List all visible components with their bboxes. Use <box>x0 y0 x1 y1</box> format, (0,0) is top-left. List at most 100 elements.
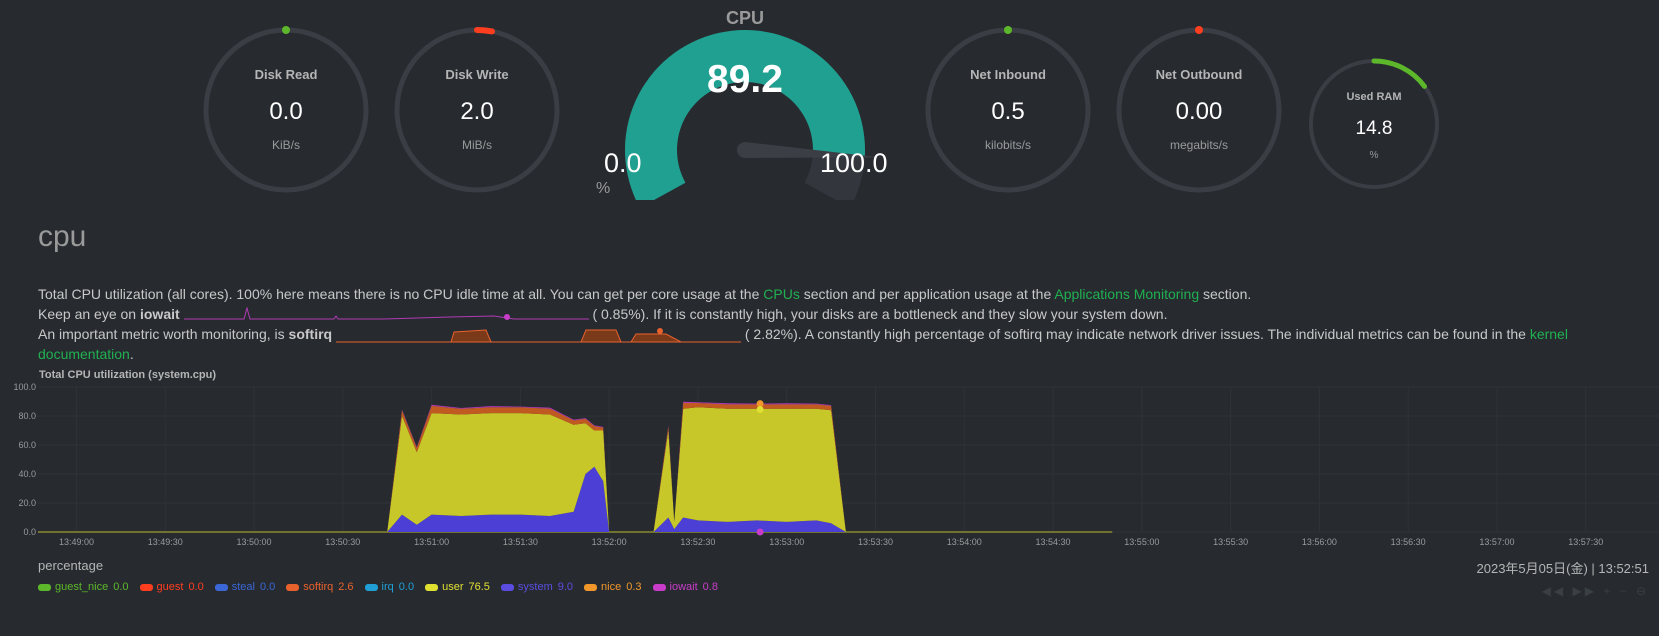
applications-monitoring-link[interactable]: Applications Monitoring <box>1054 286 1200 302</box>
description-text: Keep an eye on <box>38 306 140 322</box>
iowait-sparkline[interactable] <box>183 307 589 323</box>
gauge-unit: % <box>1369 150 1379 161</box>
legend-swatch <box>214 583 228 591</box>
y-tick-label: 80.0 <box>18 411 36 421</box>
legend-item-irq[interactable]: irq 0.0 <box>364 581 415 593</box>
gauge-title: Net Outbound <box>1155 67 1243 82</box>
hover-marker <box>756 400 764 408</box>
x-tick-label: 13:49:00 <box>59 537 94 547</box>
legend-item-user[interactable]: user 76.5 <box>425 581 490 593</box>
legend-value: 0.0 <box>398 581 415 593</box>
gauge-net-inbound: Net Inbound 0.5 kilobits/s <box>922 24 1094 196</box>
gauge-value: 14.8 <box>1355 118 1393 139</box>
gauge-indicator <box>1371 58 1427 89</box>
description-line-1: Total CPU utilization (all cores). 100% … <box>38 286 1251 302</box>
cpu-gauge-title: CPU <box>725 8 764 28</box>
gauge-value: 2.0 <box>460 98 494 125</box>
legend-item-iowait[interactable]: iowait 0.8 <box>652 581 718 593</box>
legend-item-steal[interactable]: steal 0.0 <box>214 581 276 593</box>
x-tick-label: 13:52:00 <box>592 537 627 547</box>
legend-swatch <box>425 583 439 591</box>
gauge-unit: KiB/s <box>271 138 300 152</box>
cpu-area-chart[interactable]: 100.0 80.0 60.0 40.0 20.0 0.0 13:49:00 13:49:30… <box>0 380 1659 550</box>
y-tick-label: 20.0 <box>18 498 36 508</box>
chart-nav-icons[interactable]: ◀◀ ▶▶ + − ⊖ <box>1541 584 1649 598</box>
gauge-disk-read: Disk Read 0.0 KiB/s <box>200 24 372 196</box>
gauge-title: Disk Write <box>445 67 509 82</box>
x-tick-label: 13:56:00 <box>1302 537 1337 547</box>
kernel-documentation-link-cont[interactable]: documentation <box>38 346 130 362</box>
legend-value: 76.5 <box>468 581 490 593</box>
legend-name: user <box>442 581 464 593</box>
softirq-label: softirq <box>288 326 333 342</box>
cpu-gauge-needle-hub <box>737 142 753 158</box>
legend-swatch <box>286 583 300 591</box>
description-text: section and per application usage at the <box>799 286 1055 302</box>
legend-swatch <box>652 583 666 591</box>
gauge-title: Used RAM <box>1346 91 1402 103</box>
gauge-indicator <box>1004 26 1012 34</box>
legend-value: 0.0 <box>259 581 276 593</box>
legend-name: system <box>517 581 553 593</box>
legend-value: 0.8 <box>702 581 718 593</box>
x-tick-label: 13:55:00 <box>1124 537 1159 547</box>
y-tick-label: 100.0 <box>13 382 36 392</box>
gauge-ring <box>1309 58 1439 189</box>
legend-name: guest <box>156 581 184 593</box>
legend-item-softirq[interactable]: softirq 2.6 <box>286 581 354 593</box>
cpu-gauge-fill <box>625 30 865 200</box>
gauge-ring <box>925 26 1091 193</box>
legend-item-guest_nice[interactable]: guest_nice 0.0 <box>38 581 129 593</box>
description-text: section. <box>1199 286 1252 302</box>
description-line-4: documentation. <box>38 346 134 362</box>
cpu-gauge-max: 100.0 <box>820 148 888 178</box>
iowait-label: iowait <box>139 306 180 322</box>
legend-swatch <box>364 583 378 591</box>
softirq-sparkline[interactable] <box>335 327 741 343</box>
legend-value: 2.6 <box>338 581 354 593</box>
gauge-title: Disk Read <box>254 67 318 82</box>
gauge-ring <box>203 26 369 193</box>
legend-item-guest[interactable]: guest 0.0 <box>139 581 204 593</box>
cpu-gauge-unit: % <box>596 180 611 197</box>
legend-swatch <box>139 583 153 591</box>
gauge-indicator <box>282 26 290 34</box>
hover-marker <box>756 528 764 536</box>
cpu-gauge-value: 89.2 <box>707 58 783 101</box>
legend-item-system[interactable]: system 9.0 <box>500 581 574 593</box>
x-tick-label: 13:51:30 <box>503 537 538 547</box>
description-line-3: An important metric worth monitoring, is… <box>38 326 1568 343</box>
x-tick-label: 13:57:30 <box>1568 537 1603 547</box>
y-tick-label: 0.0 <box>23 527 36 537</box>
x-tick-label: 13:53:30 <box>858 537 893 547</box>
legend-name: iowait <box>669 581 698 593</box>
chart-legend: guest_nice 0.0 guest 0.0 steal 0.0 softirq 2.6 i… <box>38 581 729 593</box>
x-tick-label: 13:55:30 <box>1213 537 1248 547</box>
gauge-unit: megabits/s <box>1169 138 1229 152</box>
hover-marker <box>756 405 764 413</box>
cpu-gauge-needle <box>744 142 880 158</box>
cpus-link[interactable]: CPUs <box>763 286 800 302</box>
gauge-ring <box>1116 26 1282 193</box>
gauge-value: 0.5 <box>991 98 1025 125</box>
area-series-system <box>387 466 846 532</box>
cpu-gauge: CPU 89.2 0.0 100.0 % <box>590 0 900 200</box>
gauge-title: Net Inbound <box>970 67 1046 82</box>
legend-value: 9.0 <box>557 581 574 593</box>
y-tick-label: 60.0 <box>18 440 36 450</box>
legend-name: guest_nice <box>55 581 109 593</box>
x-tick-label: 13:53:00 <box>769 537 804 547</box>
gauge-ring <box>394 27 560 193</box>
x-tick-label: 13:52:30 <box>680 537 715 547</box>
y-tick-label: 40.0 <box>18 469 36 479</box>
x-tick-label: 13:50:00 <box>237 537 272 547</box>
section-title: cpu <box>38 220 87 253</box>
kernel-documentation-link[interactable]: kernel <box>1529 326 1568 342</box>
legend-item-nice[interactable]: nice 0.3 <box>584 581 642 593</box>
legend-name: softirq <box>303 581 334 593</box>
legend-swatch <box>38 583 51 591</box>
description-line-2: Keep an eye on iowait ( 0.85%). If it is… <box>38 306 1167 323</box>
legend-swatch <box>584 583 598 591</box>
gauge-value: 0.00 <box>1175 98 1223 125</box>
x-tick-label: 13:50:30 <box>325 537 360 547</box>
